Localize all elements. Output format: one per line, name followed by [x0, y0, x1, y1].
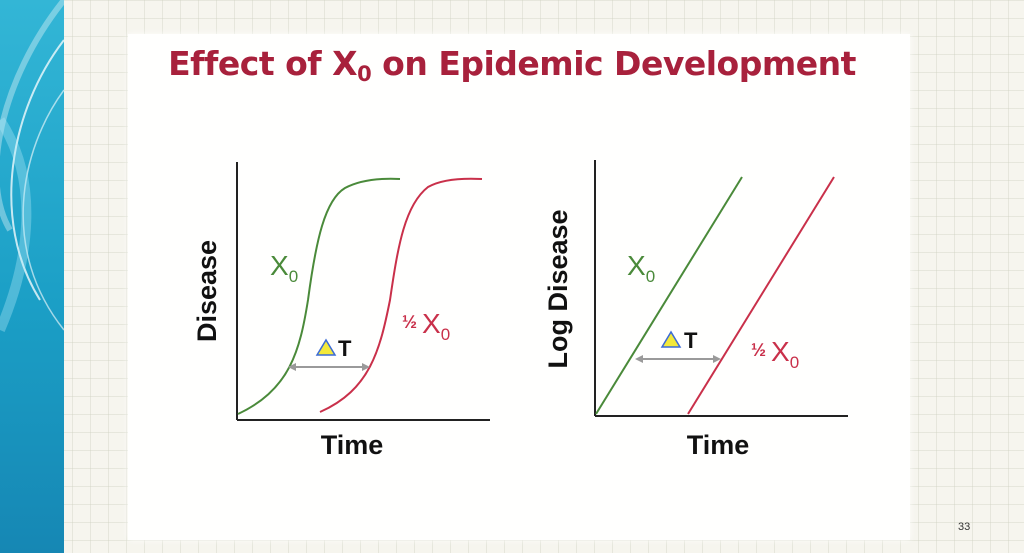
x0-label: X0 — [627, 250, 655, 286]
x-axis-label: Time — [687, 430, 750, 460]
slide-title: Effect of X0 on Epidemic Development — [168, 44, 856, 86]
x0-curve — [237, 177, 401, 415]
x0-label: X0 — [270, 250, 298, 286]
decorative-side-band — [0, 0, 64, 553]
half-x0-curve — [319, 177, 483, 413]
delta-triangle-icon — [315, 338, 337, 356]
log-disease-plot: T X0 ½ X0 Log Disease Time — [543, 160, 848, 460]
x-axis-label: Time — [321, 430, 384, 460]
swoosh-decoration — [0, 0, 64, 332]
arrow-right-head — [713, 355, 721, 363]
y-axis-label: Disease — [192, 240, 222, 342]
y-axis-label: Log Disease — [543, 209, 573, 368]
page-number: 33 — [958, 521, 971, 533]
half-x0-label: X0 — [771, 336, 799, 372]
half-x0-label: X0 — [422, 308, 450, 344]
x0-curve — [595, 176, 743, 415]
delta-t-label: T — [338, 336, 352, 361]
half-x0-curve — [687, 176, 835, 415]
arrow-left-head — [288, 363, 296, 371]
slide-content-panel — [128, 34, 910, 540]
half-x0-fraction: ½ — [751, 340, 766, 360]
delta-triangle-icon — [660, 330, 682, 348]
arrow-left-head — [635, 355, 643, 363]
delta-t-label: T — [684, 328, 698, 353]
half-x0-fraction: ½ — [402, 312, 417, 332]
disease-progress-plot: T X0 ½ X0 Disease Time — [192, 162, 490, 460]
arrow-right-head — [362, 363, 370, 371]
